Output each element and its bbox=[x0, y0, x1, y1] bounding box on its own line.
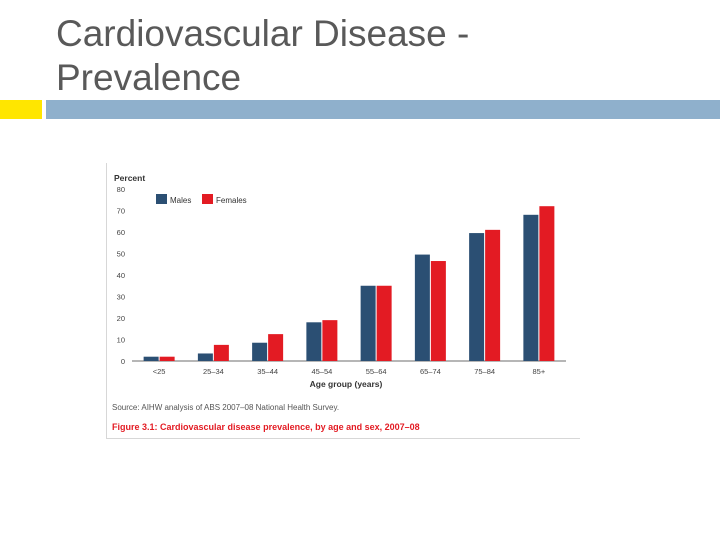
slide-title-line-1: Cardiovascular Disease - bbox=[56, 13, 470, 54]
figure-caption: Figure 3.1: Cardiovascular disease preva… bbox=[112, 422, 420, 432]
bar-males-7 bbox=[523, 214, 539, 361]
bar-females-6 bbox=[485, 229, 501, 361]
x-tick-label: 75–84 bbox=[474, 367, 495, 376]
bar-males-2 bbox=[252, 342, 268, 361]
bar-males-5 bbox=[414, 254, 430, 361]
accent-divider-bar bbox=[46, 100, 720, 119]
legend-swatch-males bbox=[156, 194, 167, 204]
legend-label-males: Males bbox=[170, 196, 191, 205]
x-tick-label: 35–44 bbox=[257, 367, 278, 376]
y-tick-label: 50 bbox=[117, 250, 125, 259]
bar-females-5 bbox=[430, 261, 446, 361]
x-tick-label: <25 bbox=[153, 367, 166, 376]
y-tick-label: 0 bbox=[121, 357, 125, 366]
figure-frame bbox=[106, 163, 580, 439]
x-tick-label: 65–74 bbox=[420, 367, 441, 376]
slide-title-line-2: Prevalence bbox=[56, 57, 242, 98]
x-tick-label: 45–54 bbox=[311, 367, 332, 376]
bar-females-3 bbox=[322, 320, 338, 361]
bar-females-4 bbox=[376, 285, 392, 361]
bar-males-3 bbox=[306, 322, 322, 361]
y-tick-label: 70 bbox=[117, 207, 125, 216]
x-axis-label: Age group (years) bbox=[310, 379, 383, 389]
accent-yellow-block bbox=[0, 100, 42, 119]
bar-females-7 bbox=[539, 206, 555, 361]
bar-males-4 bbox=[360, 285, 376, 361]
y-tick-label: 40 bbox=[117, 271, 125, 280]
slide-title: Cardiovascular Disease - Prevalence bbox=[56, 12, 676, 100]
bar-males-1 bbox=[197, 353, 213, 361]
legend-swatch-females bbox=[202, 194, 213, 204]
x-tick-label: 55–64 bbox=[366, 367, 387, 376]
y-tick-label: 10 bbox=[117, 336, 125, 345]
y-tick-label: 80 bbox=[117, 185, 125, 194]
bar-females-1 bbox=[213, 344, 229, 361]
bar-females-2 bbox=[268, 334, 284, 361]
bar-females-0 bbox=[159, 356, 175, 361]
source-note: Source: AIHW analysis of ABS 2007–08 Nat… bbox=[112, 403, 339, 412]
y-tick-label: 20 bbox=[117, 314, 125, 323]
x-tick-label: 85+ bbox=[533, 367, 546, 376]
legend-label-females: Females bbox=[216, 196, 247, 205]
y-tick-label: 60 bbox=[117, 228, 125, 237]
y-axis-label: Percent bbox=[114, 173, 145, 183]
bar-males-6 bbox=[469, 233, 485, 361]
bar-males-0 bbox=[143, 356, 159, 361]
y-tick-label: 30 bbox=[117, 293, 125, 302]
x-tick-label: 25–34 bbox=[203, 367, 224, 376]
